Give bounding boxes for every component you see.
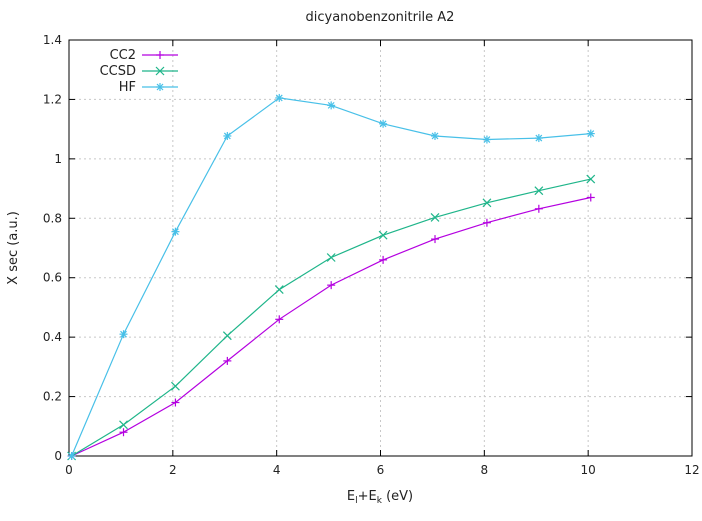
legend-label-cc2: CC2 xyxy=(110,48,136,63)
legend-marker-hf xyxy=(156,83,164,91)
x-tick-label: 12 xyxy=(684,463,699,477)
data-point-cc2 xyxy=(119,428,128,437)
marker-stroke xyxy=(535,134,543,142)
data-point-hf xyxy=(171,227,180,236)
marker-stroke xyxy=(379,120,387,128)
marker-stroke xyxy=(68,452,76,460)
series-line-ccsd xyxy=(71,178,591,457)
marker-stroke xyxy=(274,285,284,295)
marker-stroke xyxy=(119,420,128,430)
data-point-cc2 xyxy=(482,218,491,227)
legend-label-ccsd: CCSD xyxy=(100,64,136,79)
x-axis-title-plus-e: +E xyxy=(358,489,377,504)
x-axis-title-e1: E xyxy=(347,489,355,504)
series-line-hf xyxy=(71,97,591,457)
data-point-cc2 xyxy=(534,204,543,213)
grid xyxy=(69,40,692,456)
marker-stroke xyxy=(482,198,492,208)
y-tick-label: 1.2 xyxy=(43,92,62,106)
data-point-ccsd xyxy=(119,420,128,430)
data-point-ccsd xyxy=(378,230,388,240)
y-tick-label: 0.4 xyxy=(43,330,62,344)
data-point-ccsd xyxy=(534,186,544,196)
data-point-ccsd xyxy=(482,198,492,208)
data-point-hf xyxy=(223,131,232,140)
y-axis-title: X sec (a.u.) xyxy=(6,211,21,285)
axes: 0 2 4 6 8 10 12 0 0.2 0.4 0.6 0.8 1 1.2 1.4 xyxy=(43,33,700,477)
y-tick-label: 0.6 xyxy=(43,271,62,285)
data-point-hf xyxy=(482,135,491,144)
data-point-cc2 xyxy=(275,315,284,324)
marker-stroke xyxy=(327,101,335,109)
data-point-cc2 xyxy=(223,356,232,365)
data-point-cc2 xyxy=(171,398,180,407)
legend-marker-ccsd xyxy=(155,66,165,76)
x-axis-title-sub-l: l xyxy=(355,496,358,506)
series-line-cc2 xyxy=(71,196,591,457)
y-tick-label: 1 xyxy=(54,152,62,166)
x-tick-label: 6 xyxy=(377,463,385,477)
marker-stroke xyxy=(223,132,231,140)
data-point-hf xyxy=(327,101,336,110)
marker-stroke xyxy=(171,381,180,391)
x-axis-title-units: (eV) xyxy=(382,489,413,504)
data-point-hf xyxy=(586,129,595,138)
marker-stroke xyxy=(156,83,164,91)
y-tick-label: 1.4 xyxy=(43,33,62,47)
marker-stroke xyxy=(587,130,595,138)
data-point-ccsd xyxy=(586,174,596,184)
data-point-cc2 xyxy=(431,235,440,244)
marker-stroke xyxy=(155,66,165,76)
data-point-cc2 xyxy=(379,255,388,264)
x-tick-label: 8 xyxy=(481,463,489,477)
data-point-hf xyxy=(275,93,284,102)
marker-stroke xyxy=(534,186,544,196)
y-tick-label: 0 xyxy=(54,449,62,463)
marker-stroke xyxy=(172,228,179,236)
data-point-hf xyxy=(379,119,388,128)
marker-stroke xyxy=(378,230,388,240)
marker-stroke xyxy=(431,132,439,140)
plot-border xyxy=(68,39,693,457)
data-point-cc2 xyxy=(586,193,595,202)
data-point-hf xyxy=(67,452,76,460)
x-axis-title: El+Ek (eV) xyxy=(347,489,413,506)
x-tick-label: 10 xyxy=(581,463,596,477)
marker-stroke xyxy=(120,330,127,338)
chart-title: dicyanobenzonitrile A2 xyxy=(306,10,455,25)
data-point-ccsd xyxy=(274,285,284,295)
marker-stroke xyxy=(326,253,336,262)
x-axis-title-sub-k: k xyxy=(377,496,383,506)
marker-stroke xyxy=(430,212,440,222)
marker-stroke xyxy=(483,136,491,143)
data-point-hf xyxy=(534,134,543,143)
data-point-ccsd xyxy=(326,253,336,262)
data-point-hf xyxy=(119,330,128,339)
data-point-ccsd xyxy=(222,331,232,341)
marker-stroke xyxy=(275,94,283,102)
x-tick-label: 0 xyxy=(65,463,73,477)
marker-stroke xyxy=(222,331,232,341)
legend-label-hf: HF xyxy=(119,80,136,95)
series-layer xyxy=(67,93,596,461)
x-tick-label: 4 xyxy=(273,463,281,477)
data-point-ccsd xyxy=(171,381,180,391)
legend-marker-cc2 xyxy=(156,51,164,59)
y-tick-label: 0.8 xyxy=(43,211,62,225)
x-tick-label: 2 xyxy=(169,463,177,477)
marker-stroke xyxy=(586,174,596,184)
y-tick-label: 0.2 xyxy=(43,390,62,404)
data-point-hf xyxy=(431,131,440,140)
data-point-ccsd xyxy=(430,212,440,222)
data-point-cc2 xyxy=(327,281,336,290)
